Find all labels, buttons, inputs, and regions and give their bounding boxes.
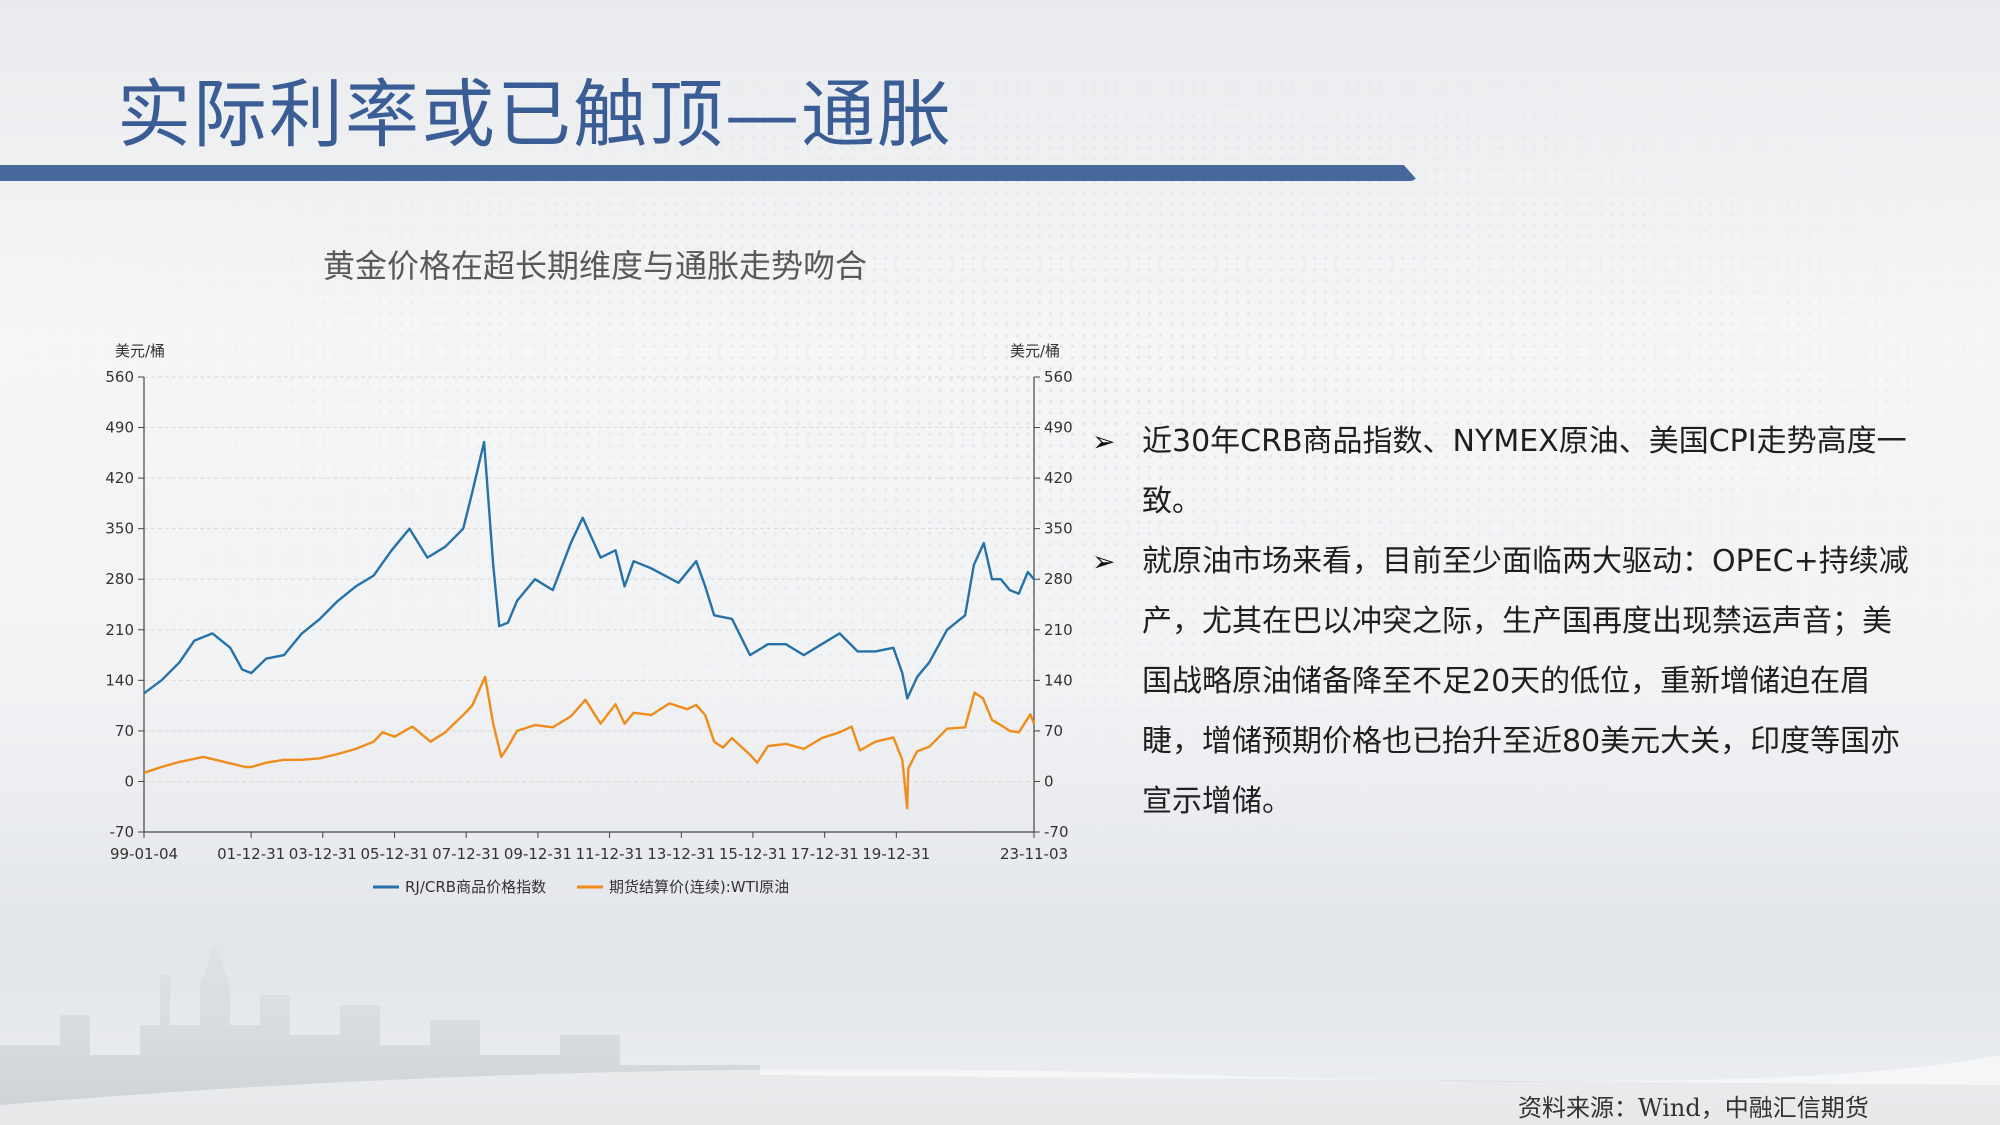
x-tick-label: 23-11-03 [1000,845,1068,863]
legend-label: 期货结算价(连续):WTI原油 [609,878,789,896]
y-tick-label-left: 490 [105,419,134,437]
y-tick-label-right: 0 [1044,772,1054,790]
city-skyline-background [0,945,2000,1125]
y-tick-label-left: 70 [115,722,134,740]
y-tick-label-left: 140 [105,671,134,689]
y-tick-label-right: 70 [1044,722,1063,740]
y-tick-label-right: 350 [1044,520,1073,538]
y-tick-label-right: 140 [1044,671,1073,689]
x-tick-label: 15-12-31 [719,845,787,863]
line-chart: 黄金价格在超长期维度与通胀走势吻合 美元/桶 美元/桶 -70 -70 0 0 70 70… [105,247,1072,896]
title-underline-bar [0,165,1418,181]
arrow-bullet-icon: ➢ [1092,545,1116,578]
series-line-crb [143,440,1035,700]
y-tick-label-right: 420 [1044,469,1073,487]
y-tick-label-left: 210 [105,621,134,639]
x-tick-label: 99-01-04 [110,845,178,863]
series-line-wti [143,675,1036,810]
x-tick-label: 07-12-31 [432,845,500,863]
left-axis-unit: 美元/桶 [115,342,165,360]
x-tick-label: 11-12-31 [576,845,644,863]
y-tick-label-left: -70 [110,823,135,841]
x-tick-label: 01-12-31 [217,845,285,863]
y-tick-label-left: 280 [105,570,134,588]
bullet-text: 近30年CRB商品指数、NYMEX原油、美国CPI走势高度一致。 [1142,424,1907,519]
bullet-item: ➢ 就原油市场来看，目前至少面临两大驱动：OPEC+持续减产，尤其在巴以冲突之际… [1092,532,1912,832]
arrow-bullet-icon: ➢ [1092,425,1116,458]
axes: -70 -70 0 0 70 70 140 140 210 210 280 280 350 350 420 4… [105,368,1072,863]
series-layer [143,440,1036,810]
y-tick-label-left: 0 [124,772,134,790]
bullet-text: 就原油市场来看，目前至少面临两大驱动：OPEC+持续减产，尤其在巴以冲突之际，生… [1142,544,1909,819]
y-tick-label-right: -70 [1044,823,1069,841]
x-tick-label: 19-12-31 [862,845,930,863]
chart-container: 黄金价格在超长期维度与通胀走势吻合 美元/桶 美元/桶 -70 -70 0 0 70 70… [90,240,1090,900]
x-tick-label: 05-12-31 [360,845,428,863]
y-tick-label-right: 490 [1044,419,1073,437]
x-tick-label: 13-12-31 [647,845,715,863]
x-tick-label: 03-12-31 [289,845,357,863]
y-tick-label-right: 560 [1044,368,1073,386]
legend: RJ/CRB商品价格指数 期货结算价(连续):WTI原油 [373,878,789,896]
y-tick-label-left: 560 [105,368,134,386]
y-tick-label-right: 280 [1044,570,1073,588]
y-tick-label-left: 350 [105,520,134,538]
legend-label: RJ/CRB商品价格指数 [405,878,546,896]
x-tick-label: 09-12-31 [504,845,572,863]
source-note: 资料来源：Wind，中融汇信期货 [1518,1094,1869,1122]
gridlines [144,376,1034,833]
slide-title: 实际利率或已触顶—通胀 [117,72,953,158]
x-tick-label: 17-12-31 [791,845,859,863]
bullet-item: ➢ 近30年CRB商品指数、NYMEX原油、美国CPI走势高度一致。 [1092,412,1912,532]
chart-title: 黄金价格在超长期维度与通胀走势吻合 [323,247,867,285]
y-tick-label-left: 420 [105,469,134,487]
y-tick-label-right: 210 [1044,621,1073,639]
bullet-list: ➢ 近30年CRB商品指数、NYMEX原油、美国CPI走势高度一致。 ➢ 就原油… [1092,412,1912,832]
right-axis-unit: 美元/桶 [1010,342,1060,360]
